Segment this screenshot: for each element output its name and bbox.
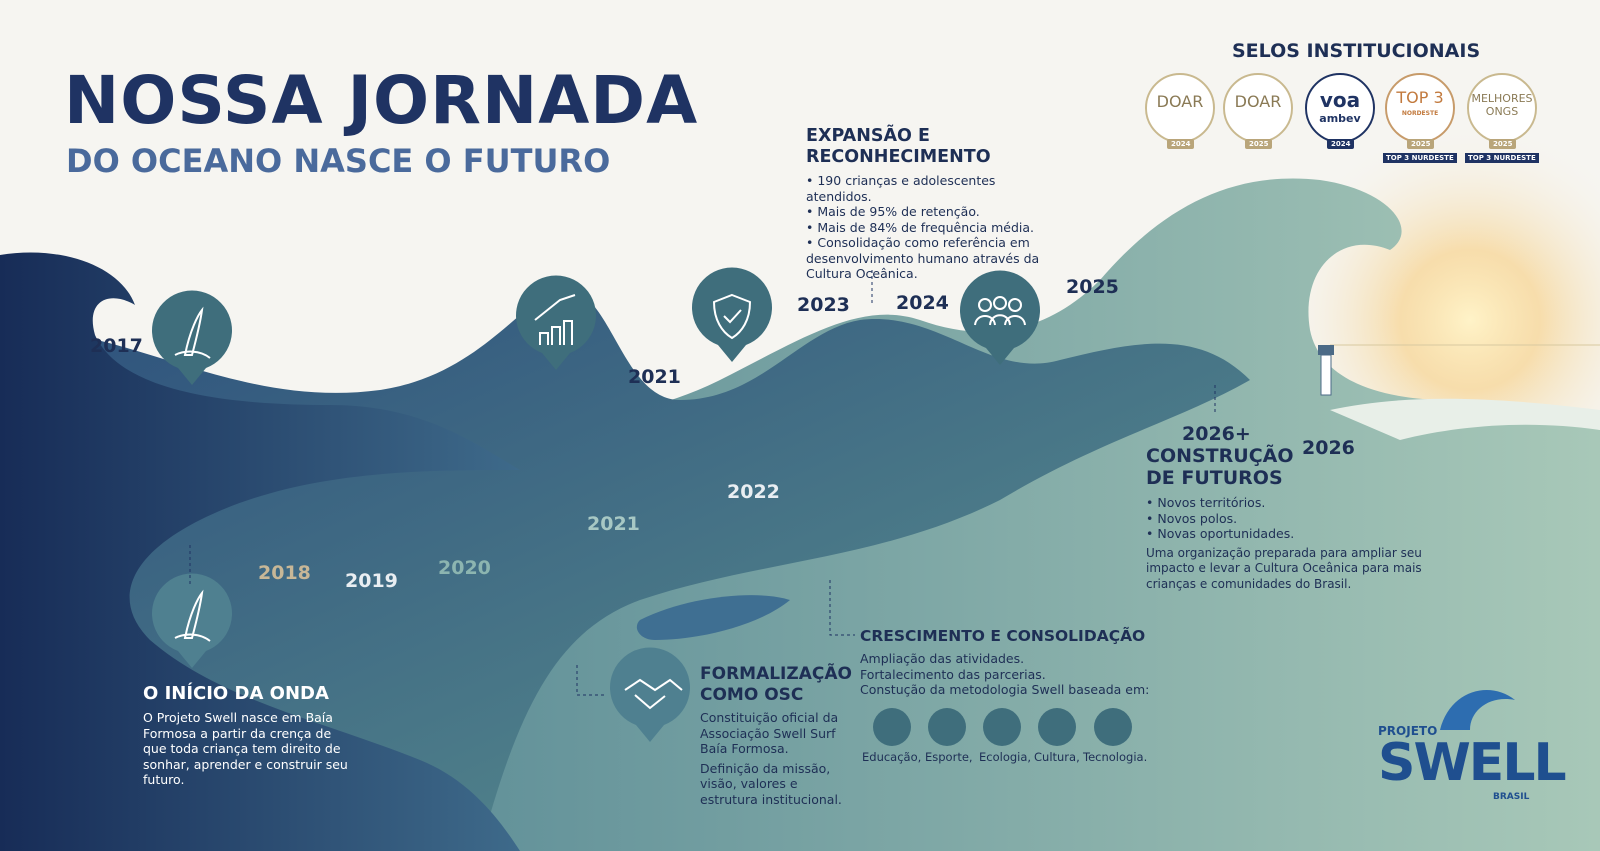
wave-front xyxy=(0,252,520,851)
milestone-text: Constução da metodologia Swell baseada e… xyxy=(860,682,1150,697)
year: 2024 xyxy=(896,292,949,314)
icon-pins xyxy=(152,267,1040,742)
seals-title: SELOS INSTITUCIONAIS xyxy=(1232,40,1481,62)
milestone-text: Ampliação das atividades. xyxy=(860,651,1025,666)
milestone: CRESCIMENTO E CONSOLIDAÇÃO Ampliação das… xyxy=(860,626,1160,698)
milestone: O INÍCIO DA ONDA O Projeto Swell nasce e… xyxy=(143,683,358,788)
icons xyxy=(174,293,1026,710)
milestone-item: Novos polos. xyxy=(1146,511,1416,527)
seal-year: 2025 xyxy=(1245,139,1273,149)
seal-ribbon: TOP 3 NURDESTE xyxy=(1383,153,1457,163)
pillar-icons xyxy=(873,708,1132,746)
milestone-item: Consolidação como referência em desenvol… xyxy=(806,235,1041,282)
milestone-text: O Projeto Swell nasce em Baía Formosa a … xyxy=(143,710,348,787)
milestone-list: Novos territórios. Novos polos. Novas op… xyxy=(1146,495,1416,542)
seal-year: 2024 xyxy=(1327,139,1355,149)
milestone-title: O INÍCIO DA ONDA xyxy=(143,683,329,704)
milestone-text: Fortalecimento das parcerias. xyxy=(860,666,1046,682)
year: 2022 xyxy=(727,481,780,503)
lighthouse xyxy=(1318,345,1334,396)
milestone: 2026+ CONSTRUÇÃO DE FUTUROS Novos territ… xyxy=(1146,423,1422,592)
subtitle: DO OCEANO NASCE O FUTURO xyxy=(66,142,611,180)
seal-name: DOAR xyxy=(1156,92,1204,111)
seal-year: 2025 xyxy=(1489,139,1517,149)
year: 2021 xyxy=(628,366,681,388)
seal-sub: ambev xyxy=(1319,112,1361,125)
pillar: Esporte, xyxy=(925,750,973,764)
pillar: Ecologia, xyxy=(979,750,1032,764)
milestone-item: Novos territórios. xyxy=(1146,495,1416,511)
wave-back xyxy=(420,178,1600,851)
year: 2025 xyxy=(1066,276,1119,298)
year: 2021 xyxy=(587,513,640,535)
wave-splash xyxy=(636,595,790,640)
shore xyxy=(1330,398,1600,440)
milestone-list: 190 crianças e adolescentes atendidos. M… xyxy=(806,173,1041,282)
year: 2023 xyxy=(797,294,850,316)
pillar: Educação, xyxy=(862,750,922,764)
milestone-item: Mais de 95% de retenção. xyxy=(806,204,1041,220)
milestone: EXPANSÃO E RECONHECIMENTO 190 crianças e… xyxy=(806,126,1076,282)
leader-lines xyxy=(189,270,1216,696)
milestone-text: Constituição oficial da Associação Swell… xyxy=(700,710,839,756)
milestone-title: CONSTRUÇÃO DE FUTUROS xyxy=(1146,445,1294,489)
year: 2020 xyxy=(438,557,491,579)
logo-bottom: BRASIL xyxy=(1493,792,1530,802)
seal-name: TOP 3 xyxy=(1396,88,1444,107)
seal-sub: NORDESTE xyxy=(1401,110,1439,117)
seal-name: DOAR xyxy=(1234,92,1282,111)
milestone-text: Definição da missão, visão, valores e es… xyxy=(700,760,842,807)
seal-year: 2024 xyxy=(1167,139,1195,149)
milestone-item: Novas oportunidades. xyxy=(1146,526,1416,542)
logo-main: SWELL xyxy=(1378,733,1567,793)
logo-wave xyxy=(1440,690,1515,730)
pillar: Tecnologia. xyxy=(1083,750,1148,764)
milestone-title: FORMALIZAÇÃO COMO OSC xyxy=(700,664,852,705)
seal-year: 2025 xyxy=(1407,139,1435,149)
milestone-list: Constituição oficial da Associação Swell… xyxy=(700,710,855,807)
title: NOSSA JORNADA xyxy=(64,62,699,139)
milestone-year: 2026+ xyxy=(1182,423,1251,445)
year: 2017 xyxy=(90,335,143,357)
seal-circles xyxy=(1145,73,1537,143)
milestone-title: EXPANSÃO E RECONHECIMENTO xyxy=(806,126,991,167)
seal-name: MELHORES ONGS xyxy=(1471,92,1533,118)
year: 2026 xyxy=(1302,437,1355,459)
seal-ribbon: TOP 3 NURDESTE xyxy=(1465,153,1539,163)
seal-name: voa xyxy=(1319,88,1361,112)
milestone-text: Uma organização preparada para ampliar s… xyxy=(1146,545,1422,591)
year: 2019 xyxy=(345,570,398,592)
milestone-item: 190 crianças e adolescentes atendidos. xyxy=(806,173,1041,204)
year: 2018 xyxy=(258,562,311,584)
milestone: FORMALIZAÇÃO COMO OSC Constituição ofici… xyxy=(700,664,855,807)
logo-top: PROJETO xyxy=(1378,724,1438,738)
milestone-title: CRESCIMENTO E CONSOLIDAÇÃO xyxy=(860,627,1146,645)
pillar: Cultura, xyxy=(1034,750,1080,764)
milestone-item: Mais de 84% de frequência média. xyxy=(806,220,1041,236)
